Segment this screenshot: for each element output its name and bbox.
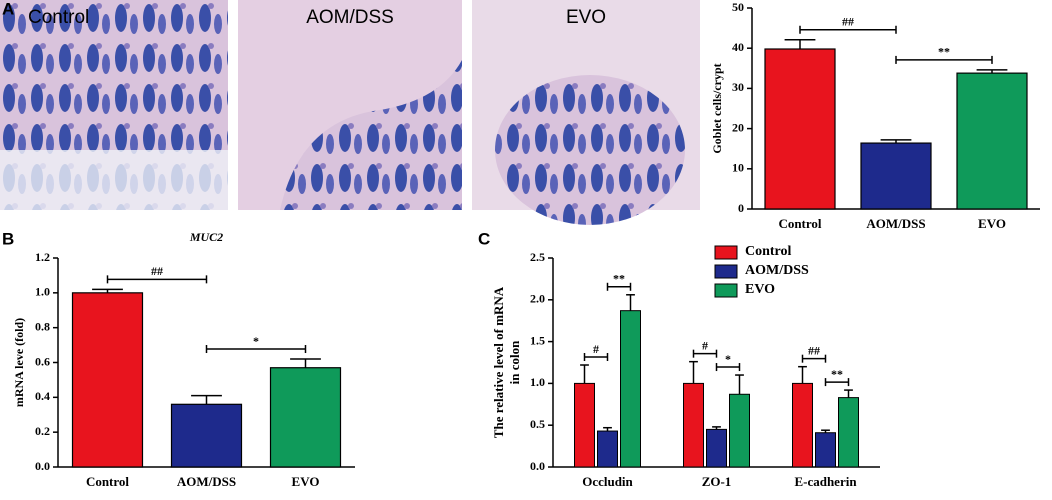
micrograph-label: EVO: [566, 7, 606, 28]
significance-label: **: [613, 272, 625, 286]
y-tick-label: 40: [732, 40, 744, 54]
x-tick-label: ZO-1: [702, 474, 732, 489]
micrograph-background: [0, 150, 228, 210]
x-tick-label: EVO: [292, 474, 320, 489]
x-tick-label: Occludin: [582, 474, 633, 489]
legend-label: AOM/DSS: [745, 263, 809, 278]
y-tick-label: 30: [732, 80, 744, 94]
panel-letter: A: [2, 0, 14, 18]
y-tick-label: 0.2: [35, 424, 50, 438]
legend-label: EVO: [745, 282, 775, 297]
significance-label: **: [938, 45, 950, 59]
legend-swatch: [714, 264, 738, 279]
bar: [792, 382, 813, 468]
y-tick-label: 1.5: [530, 333, 545, 347]
y-axis-label: Goblet cells/crypt: [710, 63, 724, 153]
bar: [860, 142, 932, 210]
micrograph-label: Control: [28, 7, 89, 28]
y-tick-label: 0.0: [530, 459, 545, 473]
bar: [170, 403, 243, 468]
micrograph-label: AOM/DSS: [306, 7, 394, 28]
y-tick-label: 0.5: [530, 417, 545, 431]
micrographs: Control AOM/DSS EVO: [0, 0, 700, 225]
y-tick-label: 1.0: [35, 285, 50, 299]
y-tick-label: 0.0: [35, 459, 50, 473]
bar: [764, 48, 836, 210]
panel-letter: B: [2, 229, 14, 248]
x-tick-label: Control: [86, 474, 129, 489]
bar: [683, 382, 704, 468]
bar: [706, 428, 727, 468]
y-tick-label: 1.2: [35, 250, 50, 264]
significance-label: ##: [808, 343, 820, 357]
significance-label: *: [725, 352, 731, 366]
bar: [815, 432, 836, 468]
bar: [620, 310, 641, 468]
y-tick-label: 0.6: [35, 354, 50, 368]
significance-label: ##: [842, 15, 854, 29]
panel-letter: C: [478, 229, 490, 248]
legend-swatch: [714, 245, 738, 260]
y-tick-label: 0: [738, 201, 744, 215]
chart-title: MUC2: [189, 230, 223, 244]
x-tick-label: EVO: [978, 216, 1006, 231]
y-axis-label: mRNA leve (fold): [12, 318, 26, 407]
bar: [729, 393, 750, 468]
micrograph-tissue: [495, 75, 685, 225]
y-axis-label: in colon: [507, 340, 522, 384]
significance-label: *: [253, 334, 259, 348]
x-tick-label: E-cadherin: [794, 474, 857, 489]
legend-label: Control: [745, 244, 792, 259]
x-tick-label: AOM/DSS: [866, 216, 925, 231]
x-tick-label: Control: [778, 216, 821, 231]
y-tick-label: 0.4: [35, 389, 50, 403]
bar: [597, 430, 618, 468]
significance-label: ##: [151, 264, 163, 278]
bar: [71, 292, 144, 468]
bar: [269, 367, 342, 468]
y-tick-label: 2.5: [530, 250, 545, 264]
bar: [574, 382, 595, 468]
y-axis-label: The relative level of mRNA: [491, 286, 506, 438]
y-tick-label: 20: [732, 120, 744, 134]
y-tick-label: 50: [732, 0, 744, 14]
significance-label: **: [831, 367, 843, 381]
micrograph-tissue: [280, 60, 462, 210]
bar: [838, 397, 859, 468]
x-tick-label: AOM/DSS: [177, 474, 236, 489]
y-tick-label: 10: [732, 161, 744, 175]
y-tick-label: 0.8: [35, 319, 50, 333]
significance-label: #: [702, 338, 708, 352]
y-tick-label: 1.0: [530, 375, 545, 389]
bar: [956, 72, 1028, 210]
legend-swatch: [714, 283, 738, 298]
significance-label: #: [593, 342, 599, 356]
y-tick-label: 2.0: [530, 292, 545, 306]
